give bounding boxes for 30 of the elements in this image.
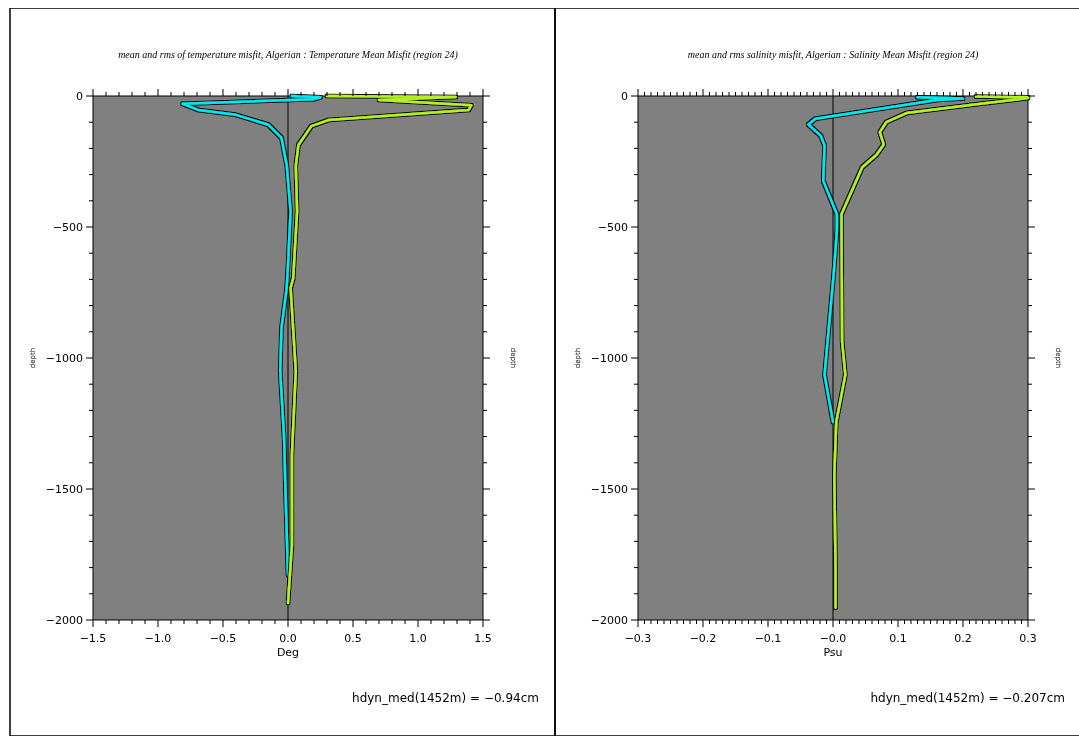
x-tick-label: 1.5 xyxy=(474,632,492,645)
text: hdyn_med(1452m) = −0.207cm xyxy=(870,691,1065,705)
x-axis-title: Psu xyxy=(823,646,843,659)
text: hdyn_med(1452m) = −0.94cm xyxy=(352,691,539,705)
y-tick-label: −2000 xyxy=(590,614,628,627)
chart-title: mean and rms of temperature misfit, Algerian : Temperature Mean Misfit (region 24) xyxy=(118,49,459,61)
x-axis-title: Deg xyxy=(276,646,300,659)
x-tick-label: 0.1 xyxy=(889,632,907,645)
y-tick-label: −1000 xyxy=(45,352,83,365)
y-tick-label: −2000 xyxy=(45,614,83,627)
x-tick-label: −0.5 xyxy=(209,632,237,645)
x-tick-label: 0.5 xyxy=(344,632,362,645)
y-tick-label: −500 xyxy=(52,221,83,234)
x-tick-label: 0.0 xyxy=(279,632,297,645)
x-tick-label: 0.3 xyxy=(1019,632,1037,645)
y-tick-label: −1000 xyxy=(590,352,628,365)
y-tick-label: −1500 xyxy=(45,483,83,496)
chart-title: mean and rms salinity misfit, Algerian : Salinity Mean Misfit (region 24) xyxy=(687,49,979,61)
x-tick-label: −0.1 xyxy=(754,632,782,645)
x-tick-label: −0.2 xyxy=(689,632,717,645)
x-tick-label: −0.0 xyxy=(819,632,847,645)
y-tick-label: −500 xyxy=(597,221,628,234)
x-tick-label: −0.3 xyxy=(624,632,652,645)
x-tick-label: 0.2 xyxy=(954,632,972,645)
x-tick-label: −1.0 xyxy=(144,632,172,645)
y-tick-label: −1500 xyxy=(590,483,628,496)
y-tick-label: 0 xyxy=(76,90,83,103)
x-tick-label: −1.5 xyxy=(79,632,107,645)
x-tick-label: 1.0 xyxy=(409,632,427,645)
y-tick-label: 0 xyxy=(621,90,628,103)
